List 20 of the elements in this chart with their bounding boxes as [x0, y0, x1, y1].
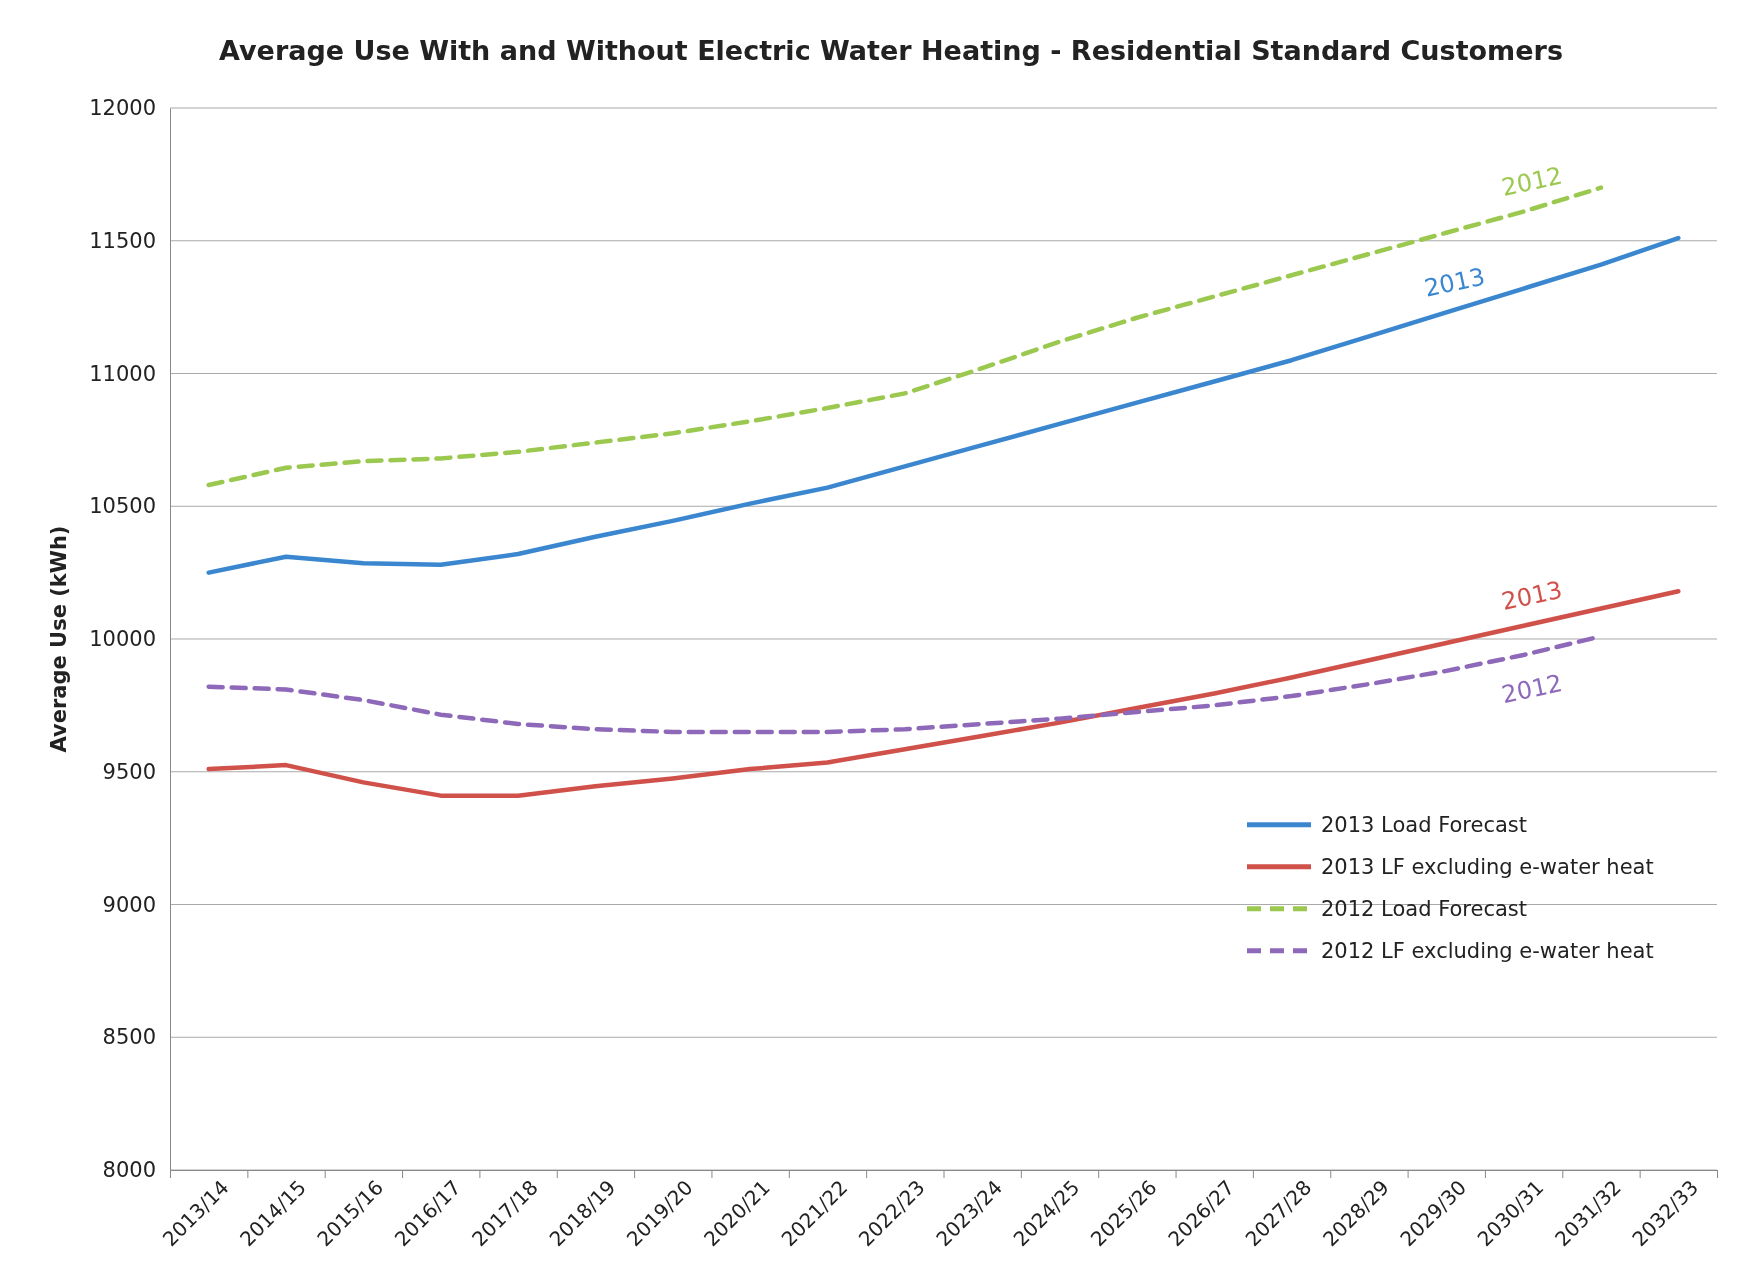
y-tick-label: 10000	[89, 627, 156, 652]
y-tick-label: 9500	[102, 759, 156, 784]
y-axis-title: Average Use (kWh)	[47, 525, 71, 753]
annotation: 2012	[1499, 669, 1565, 710]
legend-label: 2012 Load Forecast	[1321, 897, 1528, 922]
y-tick-label: 11000	[89, 361, 156, 386]
y-tick-label: 11500	[89, 228, 156, 253]
legend-label: 2013 Load Forecast	[1321, 813, 1528, 838]
annotation: 2013	[1421, 262, 1488, 303]
annotation: 2013	[1499, 575, 1565, 616]
y-tick-label: 10500	[89, 494, 156, 519]
legend-label: 2013 LF excluding e-water heat	[1321, 855, 1654, 880]
annotation: 2012	[1499, 161, 1565, 202]
y-tick-label: 8000	[102, 1158, 156, 1183]
line-series	[206, 235, 1681, 575]
y-tick-label: 9000	[102, 892, 156, 917]
y-tick-label: 8500	[102, 1025, 156, 1050]
legend-label: 2012 LF excluding e-water heat	[1321, 939, 1654, 964]
y-tick-label: 12000	[89, 96, 156, 121]
chart-title: Average Use With and Without Electric Water Heating - Residential Standard Customers	[219, 35, 1563, 66]
